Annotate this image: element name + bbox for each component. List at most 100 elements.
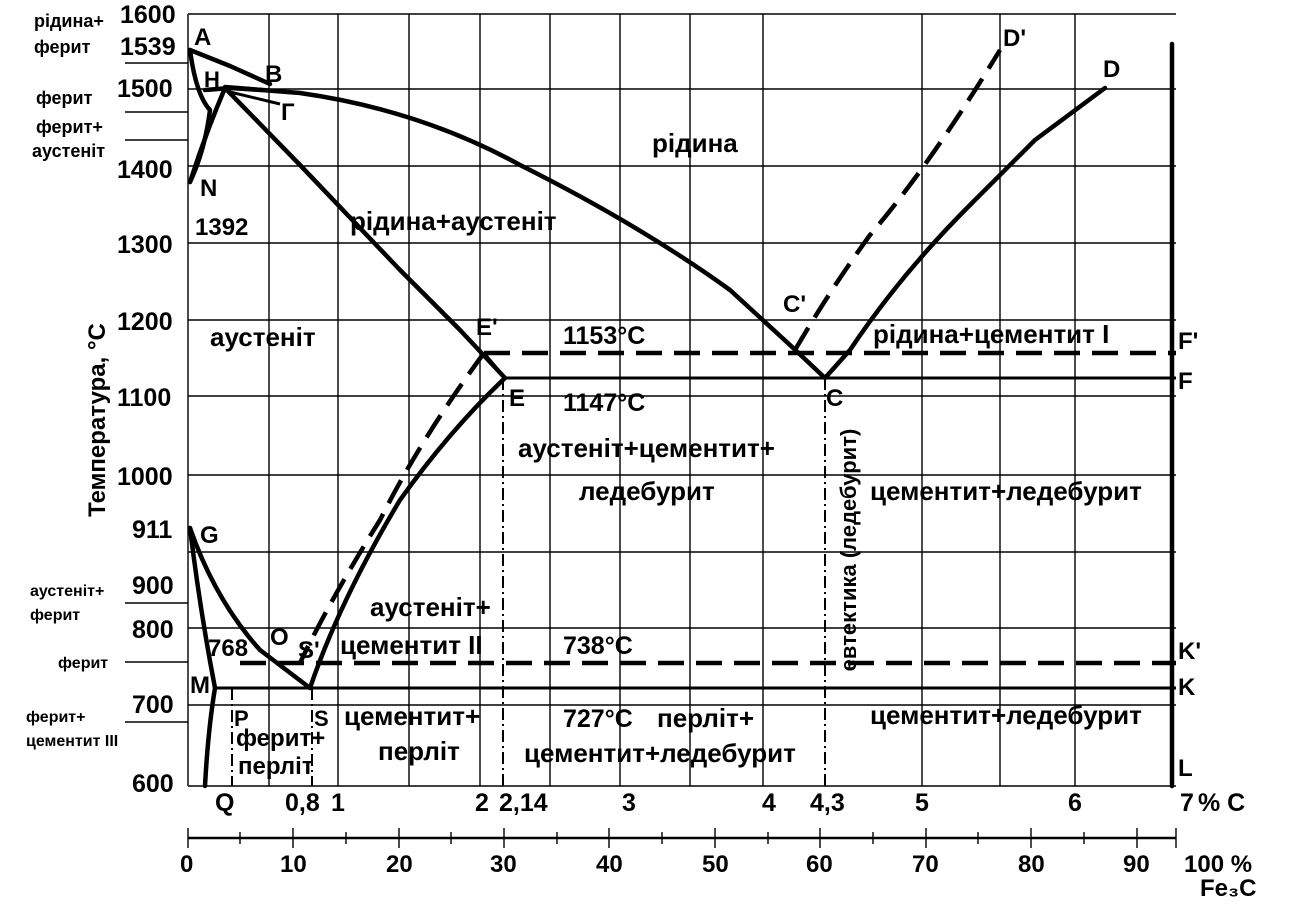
region-label: цементит II <box>340 630 483 660</box>
left-label: ферит <box>30 607 80 624</box>
point-label: O <box>270 624 289 651</box>
fe3c-tick-label: 50 <box>702 851 729 878</box>
y-tick-label: 1539 <box>120 33 176 61</box>
point-label: S <box>314 706 329 731</box>
point-label: S' <box>298 637 320 664</box>
left-label: ферит+ <box>26 709 85 726</box>
line-AB <box>187 47 273 87</box>
point-label: P <box>234 706 249 731</box>
left-label: цементит III <box>26 733 118 750</box>
y-tick-label: 800 <box>132 616 174 644</box>
phase-lines <box>187 41 1176 789</box>
fe3c-tick-label: 40 <box>596 851 623 878</box>
point-label: C' <box>783 291 806 318</box>
region-label: рідина+цементит I <box>873 319 1109 349</box>
left-label: ферит <box>34 37 91 57</box>
line-GP <box>187 525 218 691</box>
region-label: перліт <box>238 753 314 780</box>
point-label: 1392 <box>195 214 248 241</box>
fe3c-tick-label: 90 <box>1123 851 1150 878</box>
x-tick-label: 4,3 <box>810 789 845 817</box>
temp-label: 738°С <box>563 632 633 660</box>
point-label: 768 <box>208 635 248 662</box>
point-label: D <box>1103 56 1120 83</box>
y-axis: Температура, °С 1600 1539 1500 1400 1300… <box>84 1 176 798</box>
region-label: ледебурит <box>579 476 715 506</box>
point-label: K <box>1178 674 1196 701</box>
fe3c-tick-label: 60 <box>806 851 833 878</box>
dashed-EpSp <box>297 351 486 664</box>
grid <box>125 13 1176 787</box>
region-label: перліт+ <box>657 703 754 733</box>
left-label: ферит <box>58 655 108 672</box>
point-label: K' <box>1178 638 1201 665</box>
line-JE-solidus <box>222 85 508 381</box>
point-label: E <box>509 385 525 412</box>
point-label: L <box>1178 755 1193 782</box>
y-tick-label: 1200 <box>117 308 173 336</box>
region-label: аустеніт+ <box>370 592 491 622</box>
point-label: B <box>265 61 282 88</box>
temp-label: 1153°С <box>563 322 645 350</box>
y-tick-label: 1600 <box>120 1 176 29</box>
left-label: аустеніт <box>32 141 105 161</box>
line-CD-liquidus <box>822 85 1108 381</box>
fe3c-tick-label: 100 % <box>1184 851 1252 878</box>
fe3c-tick-label: 70 <box>912 851 939 878</box>
line-Gamma <box>229 90 281 106</box>
x-tick-label: 2 <box>475 789 489 817</box>
region-label: аустеніт <box>210 322 316 352</box>
y-tick-label: 1300 <box>117 231 173 259</box>
fe3c-tick-label: 80 <box>1018 851 1045 878</box>
line-BC-liquidus <box>222 84 828 381</box>
y-tick-label: 900 <box>132 572 174 600</box>
x-tick-label: 3 <box>622 789 636 817</box>
region-label: ферит+ <box>236 725 325 752</box>
line-NJ <box>187 85 228 185</box>
line-PQ <box>202 685 218 789</box>
left-label: аустеніт+ <box>30 583 104 600</box>
y-tick-label: 1500 <box>117 75 173 103</box>
point-label: M <box>190 672 210 699</box>
y-tick-label: 911 <box>132 516 172 544</box>
y-tick-label: 1000 <box>117 463 173 491</box>
x-axis-unit: % С <box>1198 789 1245 817</box>
x-axis-carbon: Q 0,8 1 2 2,14 3 4 4,3 5 6 7 % С <box>215 789 1245 817</box>
region-label: цементит+ <box>344 701 480 731</box>
line-ES-acm <box>307 375 508 691</box>
region-label: евтектика (ледебурит) <box>836 429 861 672</box>
fe3c-tick-label: 30 <box>490 851 517 878</box>
x-tick-label: Q <box>215 789 234 817</box>
left-label: ферит <box>36 88 93 108</box>
point-label: E' <box>476 314 498 341</box>
y-tick-label: 700 <box>132 691 174 719</box>
y-tick-label: 1400 <box>117 156 173 184</box>
point-label: H <box>204 67 220 92</box>
left-label: рідина+ <box>34 11 104 31</box>
x-tick-label: 1 <box>331 789 345 817</box>
x-tick-label: 0,8 <box>285 789 320 817</box>
y-tick-label: 1100 <box>117 384 171 412</box>
point-labels: A H B Г N 1392 D D' C' C E' E F' F G 768… <box>190 24 1201 782</box>
x-axis-fe3c: 0 10 20 30 40 50 60 70 80 90 100 % Fe₃C <box>180 828 1256 902</box>
y-axis-title: Температура, °С <box>84 323 111 517</box>
point-label: A <box>194 24 211 51</box>
region-label: цементит+ледебурит <box>870 476 1142 506</box>
x-tick-label: 7 <box>1180 789 1194 817</box>
x-tick-label: 4 <box>762 789 776 817</box>
dashed-CpDp <box>793 48 1002 352</box>
point-label: N <box>200 175 217 202</box>
point-label: Г <box>281 99 295 126</box>
line-HJB <box>202 85 265 93</box>
left-labels: рідина+ ферит ферит ферит+ аустеніт ауст… <box>26 11 118 750</box>
region-label: рідина <box>652 128 738 158</box>
x-tick-label: 2,14 <box>499 789 548 817</box>
temp-label: 727°С <box>563 705 633 733</box>
region-label: цементит+ледебурит <box>524 738 796 768</box>
point-label: F' <box>1178 328 1198 355</box>
line-GS-a3 <box>187 525 313 691</box>
point-label: G <box>200 522 219 549</box>
temperature-labels: 1153°С 1147°С 738°С 727°С <box>563 322 645 733</box>
x-tick-label: 6 <box>1068 789 1082 817</box>
